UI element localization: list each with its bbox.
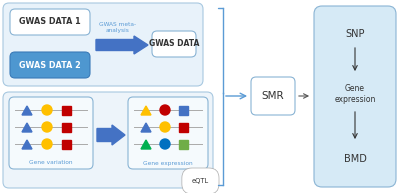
Bar (179, 106, 188, 115)
Bar (62, 123, 71, 132)
FancyBboxPatch shape (152, 31, 196, 57)
Polygon shape (22, 123, 32, 132)
Circle shape (42, 122, 52, 132)
Text: GWAS meta-
analysis: GWAS meta- analysis (100, 22, 136, 33)
FancyBboxPatch shape (9, 97, 93, 169)
FancyBboxPatch shape (3, 92, 213, 188)
FancyBboxPatch shape (3, 3, 203, 86)
Polygon shape (141, 140, 151, 149)
Polygon shape (22, 140, 32, 149)
FancyBboxPatch shape (314, 6, 396, 187)
Text: GWAS DATA 2: GWAS DATA 2 (19, 60, 81, 69)
FancyBboxPatch shape (10, 9, 90, 35)
FancyArrow shape (97, 125, 125, 145)
Circle shape (160, 139, 170, 149)
Text: Gene
expression: Gene expression (334, 84, 376, 104)
Circle shape (42, 105, 52, 115)
Polygon shape (141, 123, 151, 132)
FancyArrow shape (96, 36, 148, 54)
Text: SMR: SMR (262, 91, 284, 101)
Text: eQTL: eQTL (192, 178, 209, 184)
Polygon shape (22, 106, 32, 115)
Circle shape (42, 139, 52, 149)
FancyBboxPatch shape (10, 52, 90, 78)
Bar (179, 140, 188, 149)
FancyBboxPatch shape (128, 97, 208, 169)
Text: GWAS DATA 1: GWAS DATA 1 (19, 18, 81, 26)
Text: BMD: BMD (344, 154, 366, 164)
Bar (62, 140, 71, 149)
Text: GWAS DATA: GWAS DATA (149, 40, 199, 48)
Bar (62, 106, 71, 115)
Polygon shape (141, 106, 151, 115)
Bar (179, 123, 188, 132)
FancyBboxPatch shape (251, 77, 295, 115)
Text: SNP: SNP (345, 29, 365, 39)
Circle shape (160, 122, 170, 132)
Circle shape (160, 105, 170, 115)
Text: Gene variation: Gene variation (29, 161, 73, 166)
Text: Gene expression: Gene expression (143, 161, 193, 166)
